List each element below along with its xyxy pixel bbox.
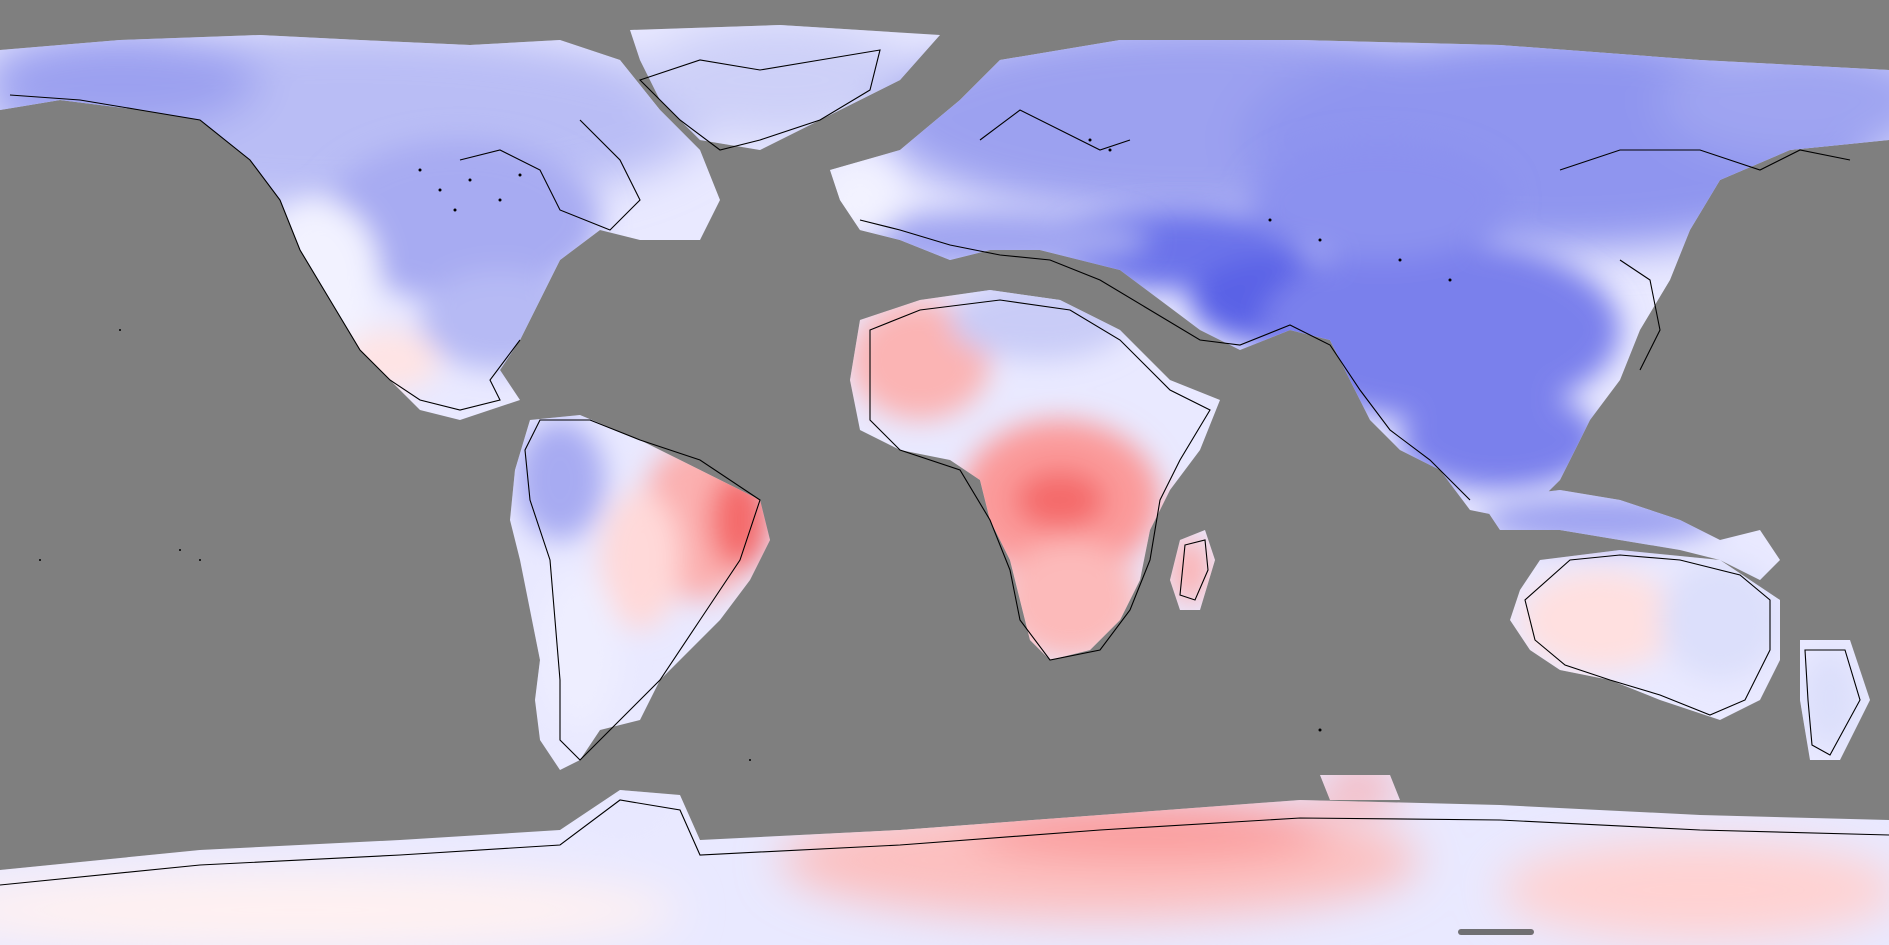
- lake-island-specks: [39, 138, 1452, 761]
- horizontal-scrollbar-thumb[interactable]: [1458, 929, 1534, 935]
- coastlines: [0, 49, 1889, 886]
